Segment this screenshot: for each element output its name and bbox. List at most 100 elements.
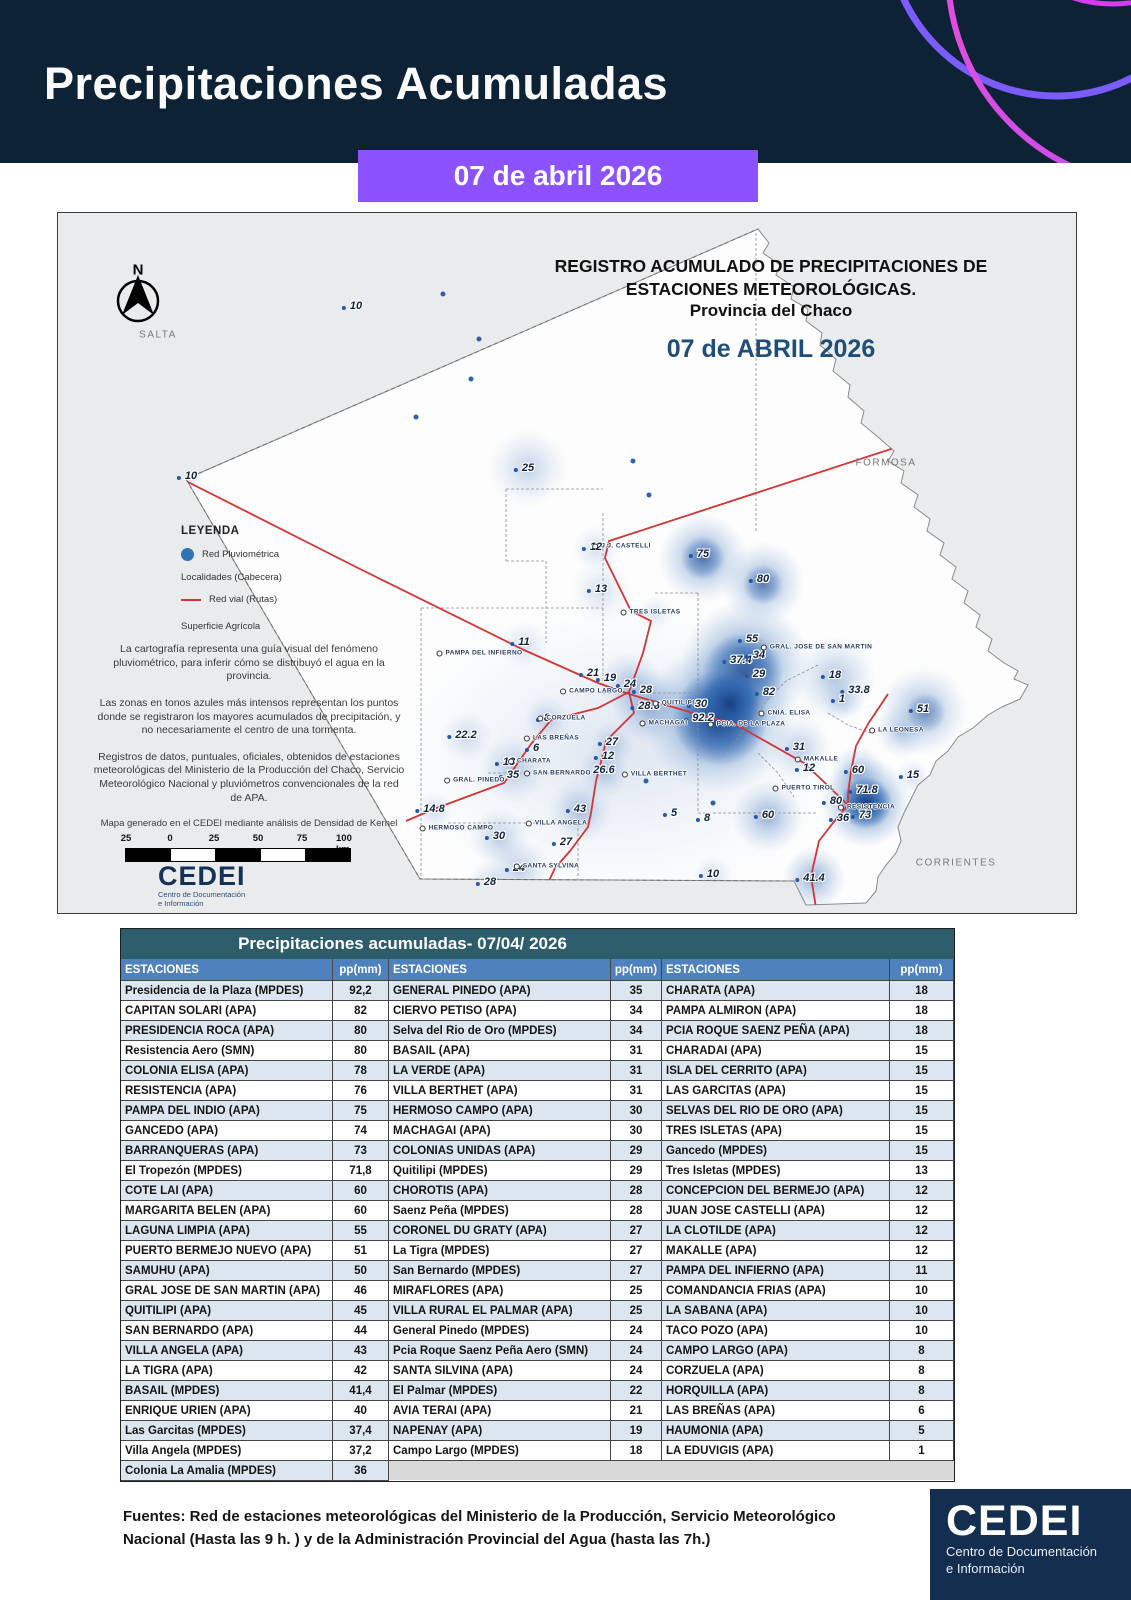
station-cell: LA CLOTILDE (APA) bbox=[662, 1221, 890, 1241]
map-value-label: 82 bbox=[754, 686, 776, 698]
table-title-bar: Precipitaciones acumuladas- 07/04/ 2026 bbox=[121, 929, 954, 959]
map-value-label: 19 bbox=[595, 672, 617, 684]
map-value-label: 30 bbox=[686, 698, 708, 710]
station-cell: PAMPA ALMIRON (APA) bbox=[662, 1001, 890, 1021]
map-town-label: RESISTENCIA bbox=[837, 803, 896, 811]
map-town-label: CORZUELA bbox=[537, 714, 586, 722]
map-title-line2: ESTACIONES METEOROLÓGICAS. bbox=[625, 278, 917, 299]
map-value-label: 11 bbox=[509, 636, 530, 648]
station-dot-icon bbox=[413, 414, 419, 420]
map-value-label: 36 bbox=[828, 812, 850, 824]
scalebar-tick-label: 25 bbox=[208, 833, 220, 844]
station-cell: TRES ISLETAS (APA) bbox=[662, 1121, 890, 1141]
station-cell: Colonia La Amalia (MPDES) bbox=[121, 1461, 333, 1481]
value-cell: 10 bbox=[890, 1301, 954, 1321]
map-town-label: PUERTO TIROL bbox=[772, 784, 835, 792]
station-cell: SAN BERNARDO (APA) bbox=[121, 1321, 333, 1341]
map-town-label: SAN BERNARDO bbox=[524, 769, 591, 777]
neighbor-province-label: CORRIENTES bbox=[915, 857, 997, 869]
logo-line2: e Información bbox=[946, 1561, 1025, 1577]
map-value-label: 5 bbox=[662, 807, 678, 819]
map-town-label: SANTA SYLVINA bbox=[513, 862, 580, 870]
map-value-label: 27 bbox=[551, 836, 573, 848]
value-cell: 15 bbox=[890, 1101, 954, 1121]
value-cell: 22 bbox=[611, 1381, 662, 1401]
date-badge-label: 07 de abril 2026 bbox=[453, 160, 663, 191]
station-cell: Selva del Rio de Oro (MPDES) bbox=[389, 1021, 611, 1041]
station-cell: SAMUHU (APA) bbox=[121, 1261, 333, 1281]
logo-line2: e Información bbox=[158, 899, 204, 909]
value-cell: 35 bbox=[611, 981, 662, 1001]
value-cell: 8 bbox=[890, 1361, 954, 1381]
map-value-label: 22.2 bbox=[447, 729, 477, 741]
map-value-label: 12 bbox=[794, 762, 816, 774]
legend-item-agricultural: Superficie Agrícola bbox=[181, 621, 371, 632]
value-cell: 71,8 bbox=[333, 1161, 389, 1181]
map-value-label: 26.6 bbox=[585, 764, 615, 776]
value-cell: 11 bbox=[890, 1261, 954, 1281]
value-cell: 10 bbox=[890, 1321, 954, 1341]
value-cell: 75 bbox=[333, 1101, 389, 1121]
station-cell: BASAIL (APA) bbox=[389, 1041, 611, 1061]
station-cell: El Palmar (MPDES) bbox=[389, 1381, 611, 1401]
value-cell: 27 bbox=[611, 1241, 662, 1261]
value-cell: 12 bbox=[890, 1241, 954, 1261]
map-town-label: HERMOSO CAMPO bbox=[419, 824, 494, 832]
value-cell: 24 bbox=[611, 1341, 662, 1361]
station-cell: Villa Angela (MPDES) bbox=[121, 1441, 333, 1461]
map-town-label: MACHAGAI bbox=[639, 719, 688, 727]
value-cell: 37,4 bbox=[333, 1421, 389, 1441]
station-cell: La Tigra (MPDES) bbox=[389, 1241, 611, 1261]
value-cell: 80 bbox=[333, 1041, 389, 1061]
station-dot-icon bbox=[476, 336, 482, 342]
value-cell: 46 bbox=[333, 1281, 389, 1301]
map-value-label: 28 bbox=[631, 684, 653, 696]
map-town-label: PAMPA DEL INFIERNO bbox=[436, 649, 523, 657]
precipitation-table: Precipitaciones acumuladas- 07/04/ 2026 … bbox=[120, 928, 955, 1482]
station-cell: COLONIA ELISA (APA) bbox=[121, 1061, 333, 1081]
station-cell: GRAL JOSE DE SAN MARTIN (APA) bbox=[121, 1281, 333, 1301]
value-cell: 29 bbox=[611, 1161, 662, 1181]
map-value-label: 31 bbox=[784, 741, 806, 753]
blue-dot-icon bbox=[181, 548, 194, 561]
value-cell: 18 bbox=[890, 981, 954, 1001]
map-value-label: 60 bbox=[753, 809, 775, 821]
station-cell: Resistencia Aero (SMN) bbox=[121, 1041, 333, 1061]
station-cell: PAMPA DEL INDIO (APA) bbox=[121, 1101, 333, 1121]
station-cell: BARRANQUERAS (APA) bbox=[121, 1141, 333, 1161]
station-cell: SANTA SILVINA (APA) bbox=[389, 1361, 611, 1381]
map-value-label: 33.8 bbox=[840, 684, 870, 696]
decorative-arcs-icon bbox=[900, 0, 1131, 163]
station-cell: PRESIDENCIA ROCA (APA) bbox=[121, 1021, 333, 1041]
station-dot-icon bbox=[440, 291, 446, 297]
station-cell: Las Garcitas (MPDES) bbox=[121, 1421, 333, 1441]
value-cell: 25 bbox=[611, 1281, 662, 1301]
map-town-label: CHARATA bbox=[508, 757, 551, 765]
value-cell: 12 bbox=[890, 1201, 954, 1221]
map-value-label: 10 bbox=[176, 470, 198, 482]
value-cell: 44 bbox=[333, 1321, 389, 1341]
station-cell: Presidencia de la Plaza (MPDES) bbox=[121, 981, 333, 1001]
station-dot-icon bbox=[630, 458, 636, 464]
station-cell: General Pinedo (MPDES) bbox=[389, 1321, 611, 1341]
station-cell: LAGUNA LIMPIA (APA) bbox=[121, 1221, 333, 1241]
legend-item-localities: Localidades (Cabecera) bbox=[181, 572, 371, 583]
value-cell: 28 bbox=[611, 1201, 662, 1221]
station-cell: LA SABANA (APA) bbox=[662, 1301, 890, 1321]
station-cell: Pcia Roque Saenz Peña Aero (SMN) bbox=[389, 1341, 611, 1361]
station-cell: HAUMONIA (APA) bbox=[662, 1421, 890, 1441]
map-value-label: 14.8 bbox=[415, 803, 445, 815]
station-cell: GENERAL PINEDO (APA) bbox=[389, 981, 611, 1001]
station-cell: RESISTENCIA (APA) bbox=[121, 1081, 333, 1101]
station-cell: CHARATA (APA) bbox=[662, 981, 890, 1001]
value-cell: 60 bbox=[333, 1201, 389, 1221]
station-cell: PCIA ROQUE SAENZ PEÑA (APA) bbox=[662, 1021, 890, 1041]
station-cell: CORZUELA (APA) bbox=[662, 1361, 890, 1381]
map-value-label: 10 bbox=[698, 868, 720, 880]
station-column-header: ESTACIONES bbox=[389, 959, 611, 981]
map-value-label: 75 bbox=[688, 548, 710, 560]
map-title-line1: REGISTRO ACUMULADO DE PRECIPITACIONES DE bbox=[554, 256, 988, 276]
value-cell: 25 bbox=[611, 1301, 662, 1321]
value-cell: 15 bbox=[890, 1041, 954, 1061]
